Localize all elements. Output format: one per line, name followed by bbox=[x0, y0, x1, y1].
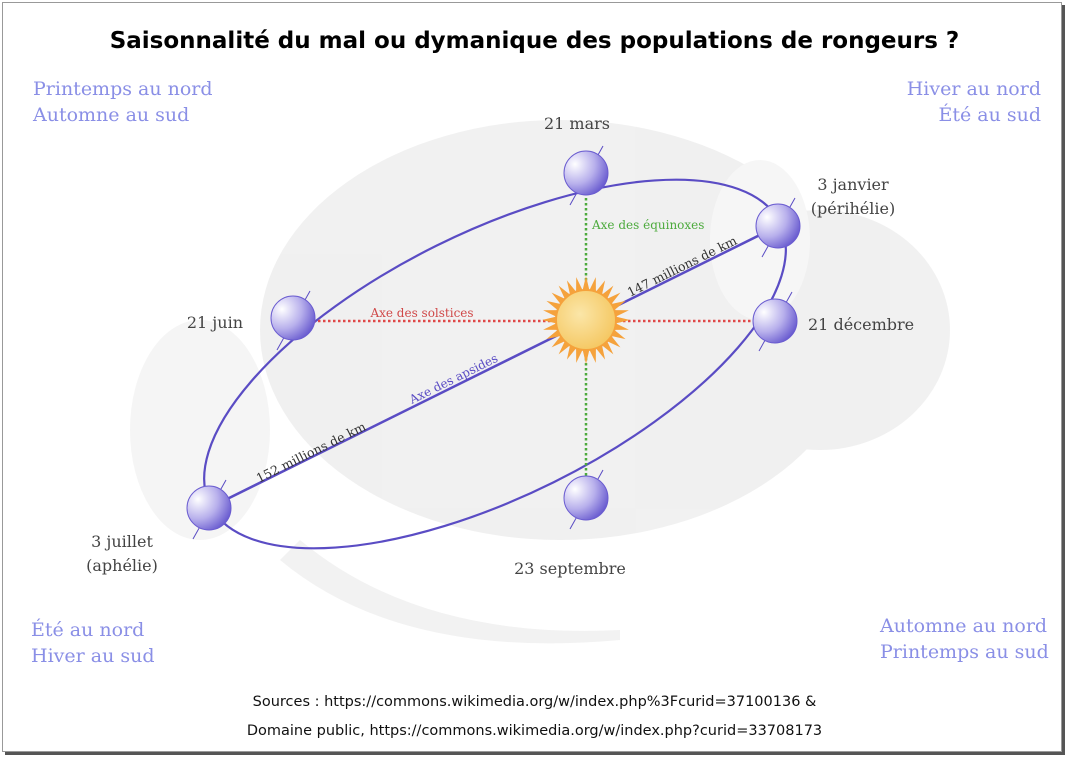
label-june: 21 juin bbox=[187, 313, 243, 332]
earth-july bbox=[186, 479, 232, 540]
sources-line-2: Domaine public, https://commons.wikimedi… bbox=[246, 723, 823, 739]
season-text: Hiver au nord bbox=[906, 78, 1041, 100]
season-bottom-left: Été au nord Hiver au sud bbox=[31, 617, 155, 669]
season-top-left: Printemps au nord Automne au sud bbox=[33, 76, 213, 128]
season-text: Été au nord bbox=[31, 619, 145, 641]
earth-march bbox=[563, 145, 609, 206]
sun-icon bbox=[542, 276, 630, 364]
earth-december bbox=[752, 291, 798, 352]
season-text: Automne au sud bbox=[33, 104, 190, 126]
apsides-axis-line bbox=[208, 224, 779, 510]
sources-line-1: Sources : https://commons.wikimedia.org/… bbox=[252, 694, 817, 710]
season-text: Printemps au sud bbox=[880, 641, 1049, 663]
label-equinox-axis: Axe des équinoxes bbox=[591, 218, 704, 232]
label-aphelion: (aphélie) bbox=[86, 556, 158, 575]
page-title: Saisonnalité du mal ou dymanique des pop… bbox=[109, 28, 960, 54]
earth-january bbox=[755, 197, 801, 258]
label-march: 21 mars bbox=[544, 114, 610, 133]
label-solstice-axis: Axe des solstices bbox=[369, 306, 473, 320]
season-text: Été au sud bbox=[938, 104, 1041, 126]
label-september: 23 septembre bbox=[514, 559, 626, 578]
label-december: 21 décembre bbox=[808, 315, 914, 334]
season-text: Automne au nord bbox=[880, 615, 1048, 637]
season-bottom-right: Automne au nord Printemps au sud bbox=[880, 613, 1049, 665]
earth-june bbox=[270, 290, 316, 351]
label-perihelion: (périhélie) bbox=[811, 199, 895, 218]
season-text: Hiver au sud bbox=[31, 645, 155, 667]
label-january: 3 janvier bbox=[817, 175, 889, 194]
label-july: 3 juillet bbox=[91, 532, 153, 551]
season-top-right: Hiver au nord Été au sud bbox=[907, 76, 1041, 128]
earth-september bbox=[563, 469, 609, 530]
season-text: Printemps au nord bbox=[33, 78, 213, 100]
